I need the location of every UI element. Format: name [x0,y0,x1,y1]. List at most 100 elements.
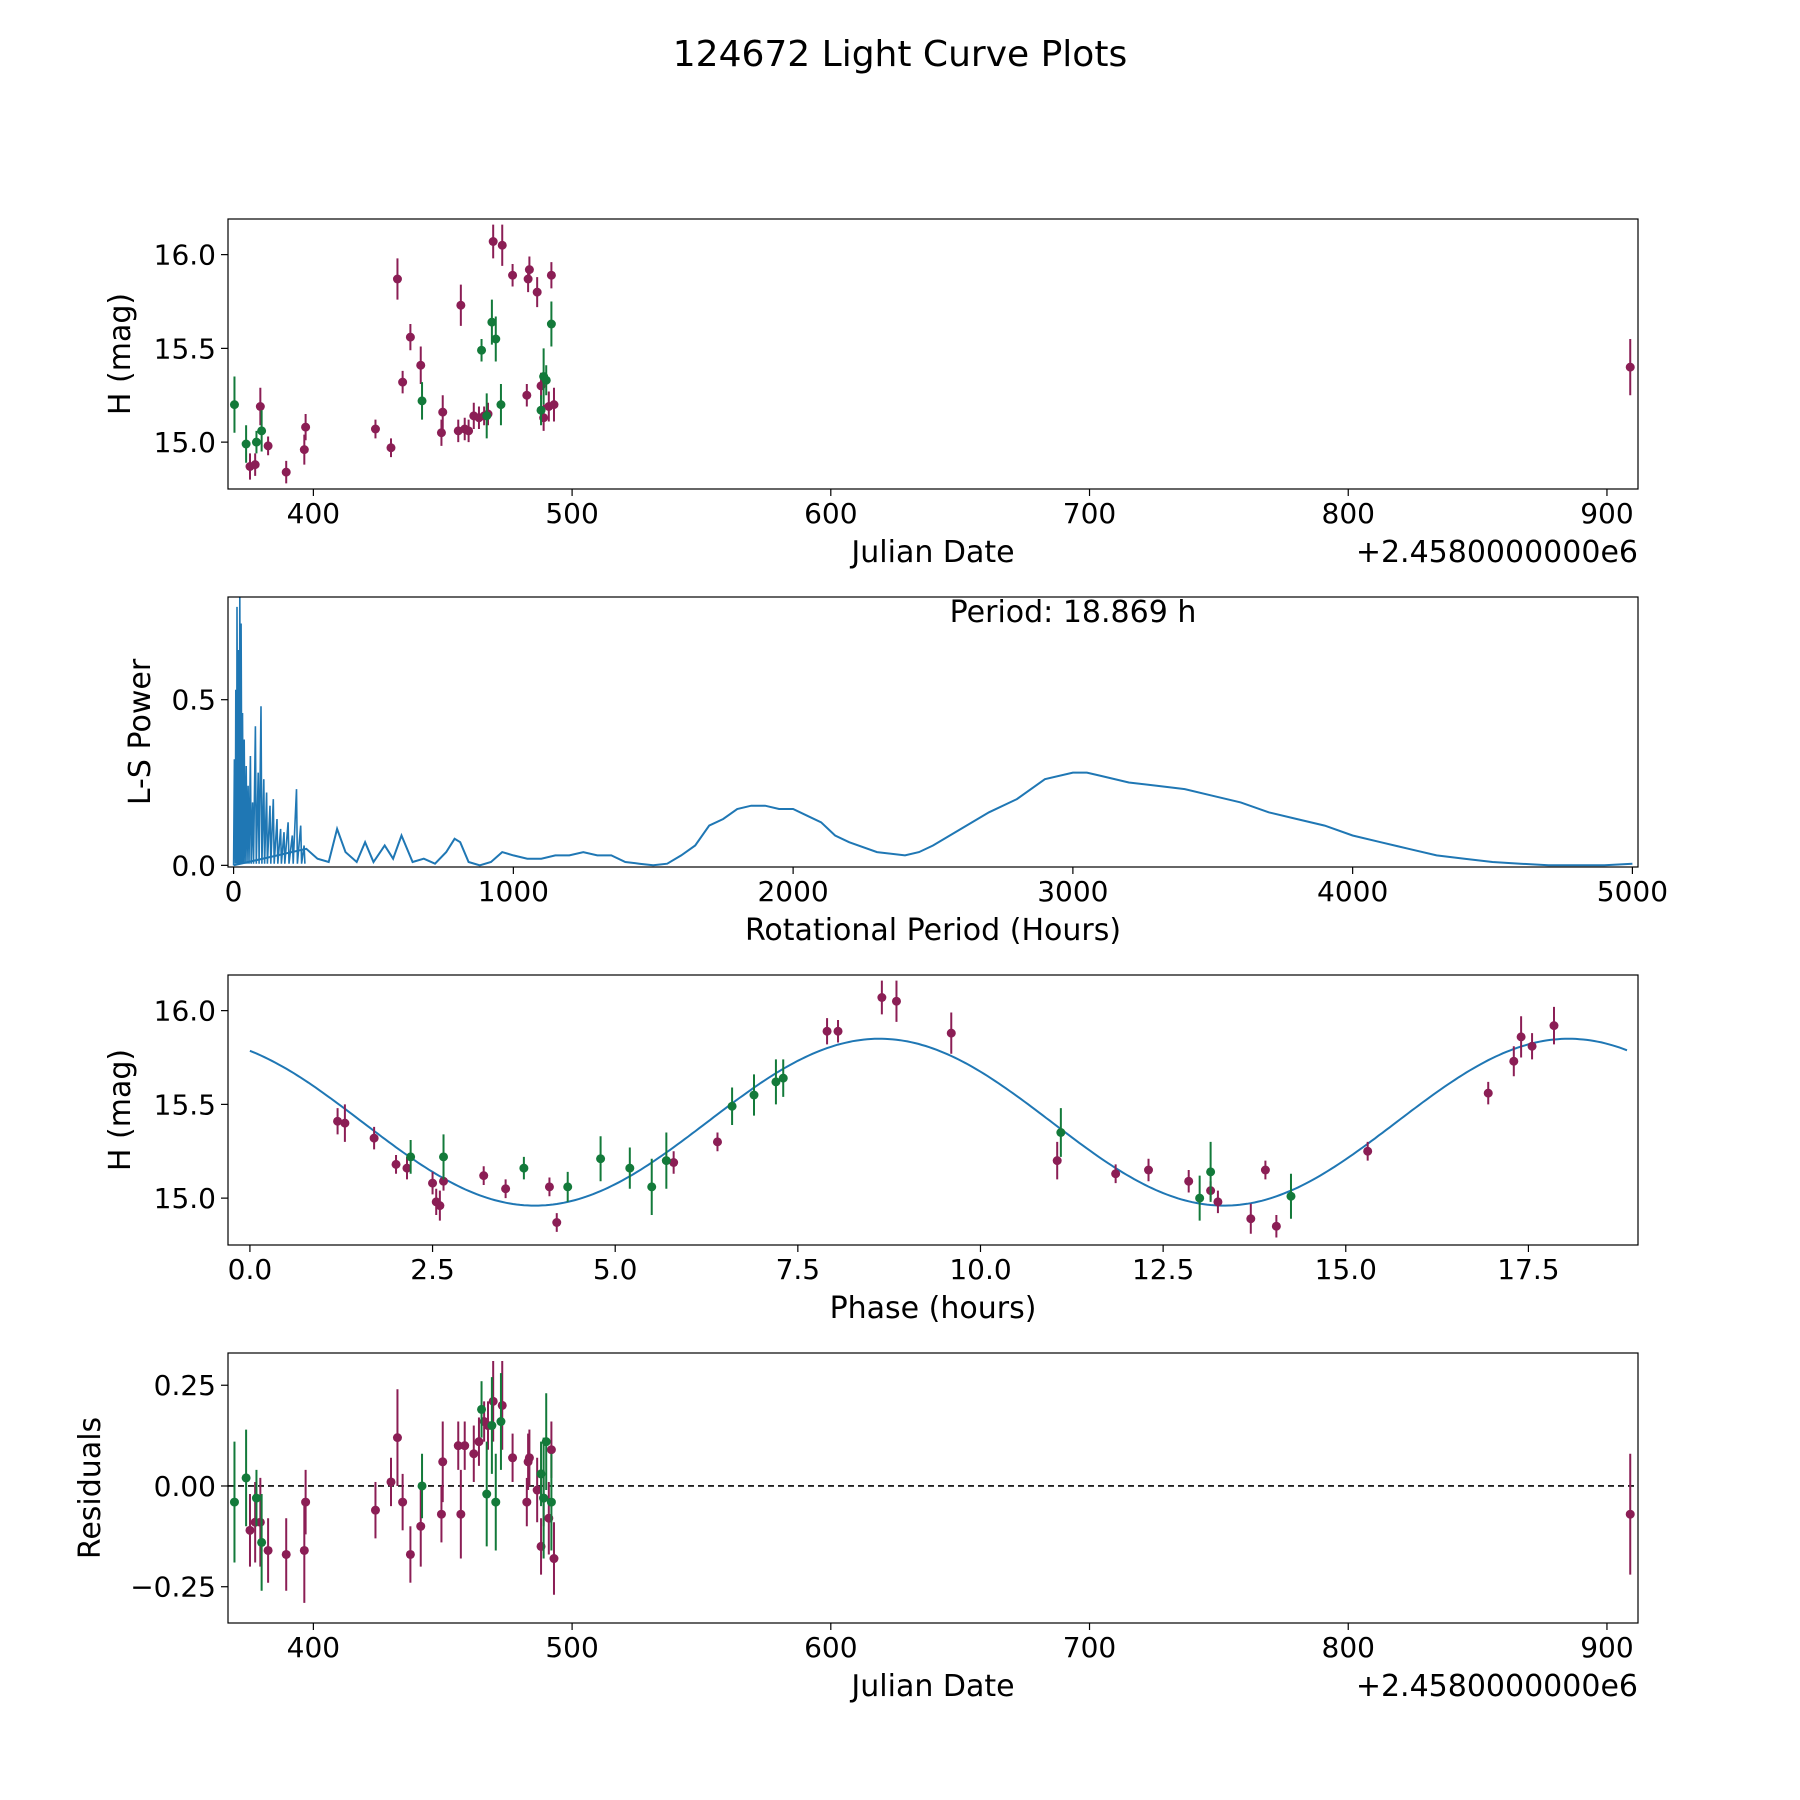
residuals-r-point [281,1549,291,1559]
phased-g-point [563,1182,573,1192]
lightcurve-g-point [251,437,261,447]
lightcurve-g-point [496,400,506,410]
phased-r-point [891,996,901,1006]
phased-r-point [712,1137,722,1147]
lightcurve-r-point [416,360,426,370]
residuals-r-point [460,1441,470,1451]
phased-r-point [402,1163,412,1173]
lightcurve-ytick-label: 15.5 [154,332,216,365]
phased-r-point [435,1201,445,1211]
residuals-ytick-label: 0.25 [154,1369,216,1402]
phased-panel: 0.0 2.5 5.0 7.5 10.0 12.5 15.0 17.5 15.0 15.5 16.0… [103,974,1639,1326]
residuals-r-point [524,1453,534,1463]
residuals-r-point [1625,1509,1635,1519]
phased-r-point [1111,1169,1121,1179]
lightcurve-r-point [263,441,273,451]
phased-xtick-label: 2.5 [410,1253,455,1286]
lightcurve-g-point [487,317,497,327]
residuals-r-point [416,1521,426,1531]
lightcurve-r-point [464,426,474,436]
phased-g-point [1206,1167,1216,1177]
residuals-marks [228,1361,1638,1603]
phased-r-point [1260,1165,1270,1175]
residuals-g-point [417,1481,427,1491]
residuals-g-point [257,1537,267,1547]
phased-marks [249,980,1628,1238]
lightcurve-r-point [522,390,532,400]
residuals-g-point [541,1437,551,1447]
lightcurve-r-point [250,460,260,470]
residuals-xtick-label: 600 [804,1631,857,1664]
periodogram-xlabel: Rotational Period (Hours) [745,913,1121,948]
phased-g-point [625,1163,635,1173]
periodogram-xtick-label: 5000 [1597,875,1668,908]
residuals-r-point [392,1433,402,1443]
phased-xtick-label: 7.5 [776,1253,821,1286]
lightcurve-g-point [536,405,546,415]
lightcurve-panel: 400 500 600 700 800 900 15.0 15.5 16.0 H (mag) J… [103,218,1639,570]
phased-r-point [439,1176,449,1186]
residuals-r-point [301,1497,311,1507]
lightcurve-r-point [1625,362,1635,372]
lightcurve-r-point [370,424,380,434]
phased-xlabel: Phase (hours) [830,1291,1037,1326]
periodogram-short-period-peaks [232,597,306,866]
lightcurve-r-point [438,407,448,417]
phased-r-point [428,1178,438,1188]
lightcurve-g-point [477,345,487,355]
lightcurve-r-point [532,287,542,297]
lightcurve-r-point [255,402,265,411]
periodogram-xtick-label: 0 [225,875,243,908]
phased-xtick-label: 10.0 [949,1253,1011,1286]
lightcurve-ylabel: H (mag) [103,293,138,415]
lightcurve-r-point [523,274,533,284]
residuals-g-point [241,1473,251,1483]
phased-r-point [833,1026,843,1036]
residuals-g-point [546,1497,556,1507]
lightcurve-r-point [546,270,556,280]
phased-r-point [544,1182,554,1192]
lightcurve-g-point [229,400,239,410]
residuals-r-point [546,1445,556,1455]
residuals-r-point [522,1497,532,1507]
phased-g-point [1056,1128,1066,1137]
residuals-r-point [299,1545,309,1555]
phased-r-point [1271,1221,1281,1231]
periodogram-panel: 0 1000 2000 3000 4000 5000 0.0 0.5 Period: 18.8… [123,595,1668,948]
residuals-frame [227,1352,1639,1624]
phased-g-point [727,1101,737,1111]
periodogram-ytick-label: 0.5 [171,684,216,717]
residuals-r-point [497,1400,507,1410]
residuals-r-point [386,1477,396,1487]
residuals-r-point [488,1396,498,1406]
lightcurve-r-point [524,265,534,275]
lightcurve-r-point [299,445,309,455]
phased-g-point [647,1182,657,1192]
residuals-g-point [491,1497,501,1507]
lightcurve-g-point [546,319,556,329]
phased-r-point [369,1133,379,1143]
lightcurve-r-point [386,443,396,453]
phased-r-point [822,1026,832,1036]
lightcurve-ytick-label: 15.0 [154,426,216,459]
residuals-g-point [496,1417,506,1427]
residuals-g-point [487,1421,497,1431]
lightcurve-xtick-label: 900 [1580,497,1633,530]
lightcurve-r-point [456,300,466,310]
phased-r-point [946,1028,956,1038]
phased-g-point [519,1163,529,1173]
phased-plot-area: 0.0 2.5 5.0 7.5 10.0 12.5 15.0 17.5 15.0 15.5 16.0 [154,980,1628,1286]
lightcurve-xtick-label: 700 [1063,497,1116,530]
residuals-r-point [370,1505,380,1515]
periodogram-ls-power-line [233,771,1633,867]
residuals-r-point [405,1549,415,1559]
lightcurve-plot-area: 400 500 600 700 800 900 15.0 15.5 16.0 [154,224,1635,530]
lightcurve-r-point [405,332,415,342]
lightcurve-xtick-label: 800 [1322,497,1375,530]
figure-title: 124672 Light Curve Plots [673,34,1127,75]
residuals-xtick-label: 800 [1322,1631,1375,1664]
residuals-xtick-label: 900 [1580,1631,1633,1664]
periodogram-ylabel: L-S Power [123,658,158,805]
periodogram-xtick-label: 3000 [1037,875,1108,908]
